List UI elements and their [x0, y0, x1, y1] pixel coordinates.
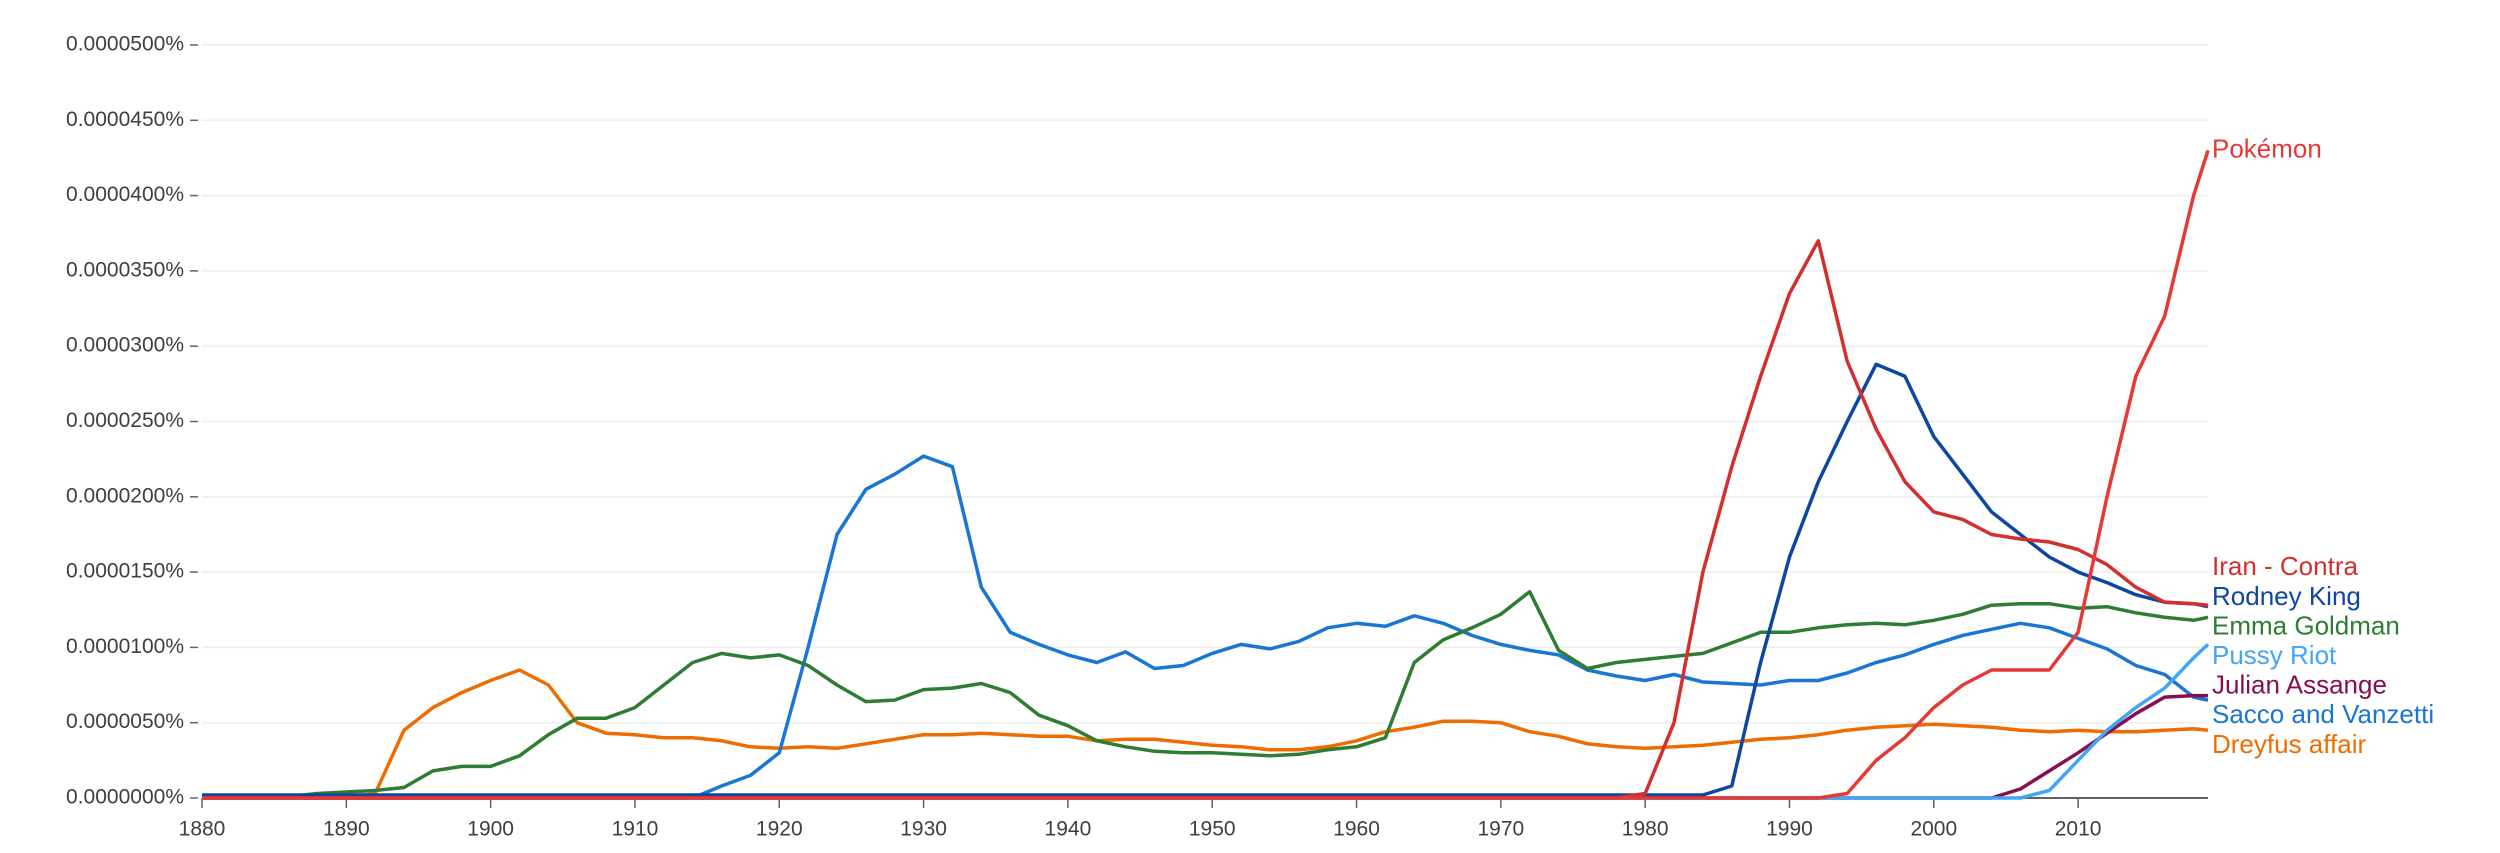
series-line: [202, 668, 2209, 800]
x-tick-label: 1950: [1189, 818, 1236, 841]
series-line: [202, 454, 2209, 800]
legend-label: Pokémon: [2212, 133, 2322, 163]
series-line: [202, 149, 2210, 800]
y-tick-label: 0.0000250%: [66, 409, 184, 432]
legend-label: Rodney King: [2212, 581, 2361, 611]
legend-label: Dreyfus affair: [2212, 729, 2366, 759]
y-tick-label: 0.0000500%: [66, 33, 184, 56]
x-tick-label: 1890: [323, 818, 370, 841]
x-tick-label: 1910: [612, 818, 659, 841]
y-tick-label: 0.0000300%: [66, 334, 184, 357]
y-tick-label: 0.0000050%: [66, 710, 184, 733]
y-tick-label: 0.0000150%: [66, 560, 184, 583]
x-tick-label: 1990: [1766, 818, 1813, 841]
series-line: [202, 589, 2209, 799]
x-tick-label: 1940: [1045, 818, 1092, 841]
y-tick-label: 0.0000000%: [66, 786, 184, 809]
legend-label: Sacco and Vanzetti: [2212, 699, 2434, 729]
x-tick-label: 2010: [2055, 818, 2102, 841]
series-line: [202, 362, 2209, 797]
legend-label: Pussy Riot: [2212, 640, 2337, 670]
legend-label: Emma Goldman: [2212, 610, 2400, 640]
x-tick-label: 1920: [756, 818, 803, 841]
series-line: [202, 693, 2208, 800]
series-line: [202, 643, 2210, 800]
y-tick-label: 0.0000200%: [66, 484, 184, 507]
x-tick-label: 1880: [179, 818, 226, 841]
legend-label: Julian Assange: [2212, 670, 2387, 700]
x-tick-label: 1930: [900, 818, 947, 841]
legend-label: Iran - Contra: [2212, 551, 2358, 581]
series-line: [202, 239, 2209, 800]
x-tick-label: 1900: [467, 818, 514, 841]
x-tick-label: 1980: [1622, 818, 1669, 841]
y-tick-label: 0.0000400%: [66, 183, 184, 206]
x-tick-label: 1970: [1477, 818, 1524, 841]
x-tick-label: 1960: [1333, 818, 1380, 841]
y-tick-label: 0.0000450%: [66, 108, 184, 131]
x-tick-label: 2000: [1910, 818, 1957, 841]
y-tick-label: 0.0000100%: [66, 635, 184, 658]
y-tick-label: 0.0000350%: [66, 258, 184, 281]
